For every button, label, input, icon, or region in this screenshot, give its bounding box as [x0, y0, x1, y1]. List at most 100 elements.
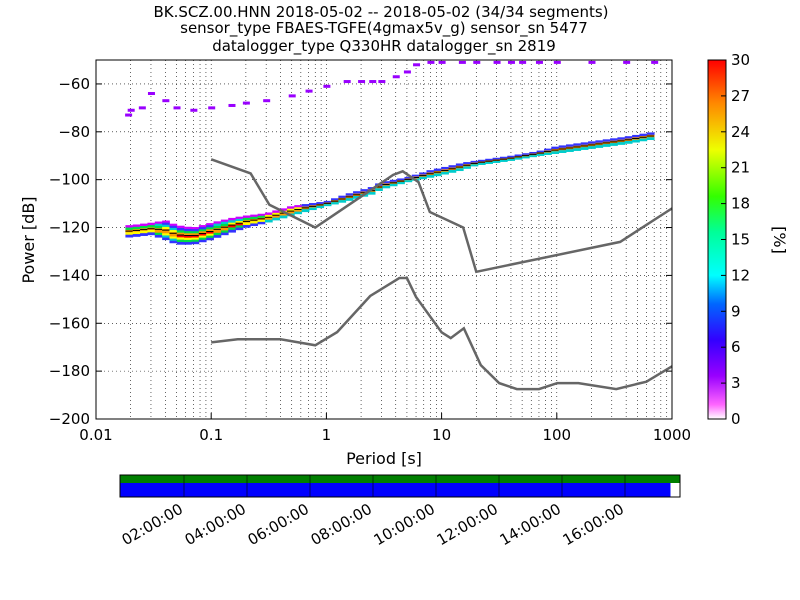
heatmap-cell	[477, 159, 486, 162]
colorbar-tick-label: 18	[731, 195, 750, 213]
heatmap-cell	[191, 241, 200, 245]
heatmap-cell	[125, 227, 134, 231]
heatmap-cell	[220, 223, 229, 227]
outlier-point	[173, 106, 181, 110]
outlier-point	[242, 101, 250, 105]
timeline-tick-label: 02:00:00	[119, 500, 186, 549]
heatmap-cell	[543, 148, 552, 151]
heatmap-cell	[184, 226, 192, 230]
heatmap-cell	[617, 142, 626, 145]
heatmap-cell	[367, 191, 376, 195]
heatmap-cell	[492, 160, 501, 163]
heatmap-cell	[154, 223, 163, 227]
heatmap-cell	[639, 133, 648, 137]
heatmap-cell	[419, 172, 427, 175]
heatmap-cell	[125, 234, 134, 238]
heatmap-cell	[551, 146, 560, 150]
heatmap-cell	[176, 228, 185, 231]
timeline-tick-label: 04:00:00	[182, 500, 249, 549]
heatmap-cell	[419, 176, 427, 180]
heatmap-cell	[316, 205, 325, 209]
heatmap-cell	[499, 159, 508, 162]
heatmap-cell	[433, 168, 442, 172]
psd-heatmap	[125, 60, 659, 245]
outlier-point	[343, 80, 351, 84]
heatmap-cell	[610, 138, 618, 142]
outlier-point	[378, 80, 386, 84]
heatmap-cell	[272, 215, 281, 219]
heatmap-cell	[198, 233, 207, 236]
heatmap-cell	[617, 137, 626, 141]
heatmap-cell	[580, 142, 589, 146]
timeline-tick-label: 12:00:00	[434, 500, 501, 549]
heatmap-cell	[331, 202, 339, 205]
heatmap-cell	[543, 152, 552, 155]
heatmap-cell	[514, 154, 523, 157]
heatmap-cell	[573, 148, 582, 151]
x-tick-label: 1000	[653, 426, 691, 444]
heatmap-cell	[162, 222, 170, 226]
heatmap-cell	[595, 140, 604, 144]
heatmap-cell	[294, 207, 303, 210]
heatmap-cell	[184, 239, 192, 243]
heatmap-cell	[286, 206, 295, 210]
heatmap-cell	[338, 195, 347, 199]
heatmap-cell	[588, 141, 596, 145]
heatmap-cell	[316, 202, 325, 205]
heatmap-cell	[184, 237, 192, 241]
heatmap-cell	[147, 232, 156, 236]
heatmap-cell	[632, 139, 640, 143]
y-tick-label: −160	[49, 314, 90, 332]
outlier-point	[493, 60, 501, 64]
heatmap-cell	[191, 233, 200, 236]
heatmap-cell	[353, 195, 361, 199]
heatmap-cell	[433, 173, 442, 177]
heatmap-cell	[191, 237, 200, 241]
heatmap-cell	[463, 166, 471, 169]
outlier-point	[553, 60, 561, 64]
y-axis-label: Power [dB]	[19, 196, 38, 283]
heatmap-cell	[132, 234, 141, 237]
heatmap-cell	[507, 158, 516, 161]
heatmap-cell	[250, 221, 258, 224]
heatmap-cell	[294, 209, 303, 213]
heatmap-cell	[206, 223, 214, 226]
heatmap-cell	[242, 224, 251, 228]
outlier-point	[438, 60, 446, 64]
heatmap-cell	[301, 209, 310, 213]
heatmap-cell	[272, 210, 281, 214]
heatmap-cell	[213, 223, 222, 227]
y-tick-label: −180	[49, 362, 90, 380]
heatmap-cell	[176, 230, 185, 234]
timeline-data-bar	[120, 483, 671, 497]
heatmap-cell	[309, 203, 317, 206]
outlier-point	[588, 60, 596, 64]
heatmap-cell	[206, 229, 214, 232]
colorbar-tick-label: 0	[731, 410, 741, 428]
heatmap-cell	[426, 170, 435, 173]
y-tick-label: −120	[49, 219, 90, 237]
heatmap-cell	[536, 150, 545, 153]
heatmap-cell	[235, 223, 244, 226]
heatmap-cell	[507, 155, 516, 158]
heatmap-cell	[154, 234, 163, 238]
x-tick-label: 100	[542, 426, 571, 444]
heatmap-cell	[176, 239, 185, 243]
heatmap-cell	[382, 181, 391, 184]
heatmap-cell	[294, 205, 303, 208]
heatmap-cell	[257, 213, 266, 217]
heatmap-cell	[140, 233, 148, 236]
heatmap-cell	[463, 162, 471, 165]
x-tick-label: 0.01	[79, 426, 112, 444]
heatmap-cell	[154, 221, 163, 225]
heatmap-cell	[220, 228, 229, 231]
outlier-point	[125, 113, 133, 117]
outlier-point	[228, 103, 236, 107]
heatmap-cell	[228, 229, 236, 233]
heatmap-cell	[529, 155, 538, 158]
timeline-frame	[119, 474, 681, 498]
heatmap-cell	[360, 189, 369, 192]
plot-area: 0.01 0.1 1 10 100 1000 −200 −180 −160 −140 −120 −1…	[49, 59, 691, 444]
heatmap-cell	[477, 162, 486, 165]
heatmap-cell	[154, 230, 163, 234]
